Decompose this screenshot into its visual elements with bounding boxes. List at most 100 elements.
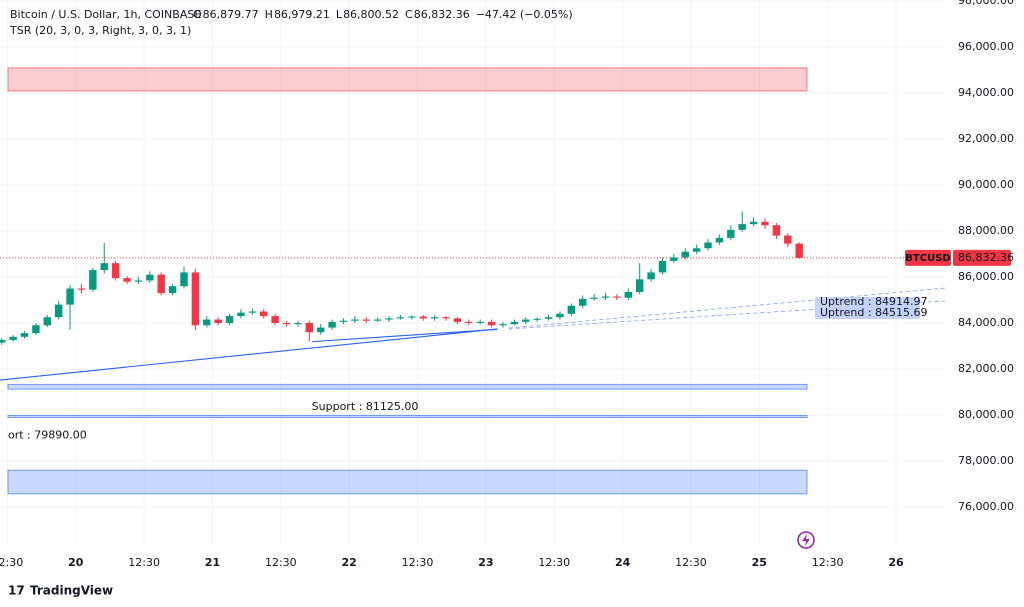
candle-body (111, 263, 120, 279)
candle-body (556, 313, 564, 318)
x-tick-label: 12:30 (538, 556, 570, 569)
candle-body (624, 291, 632, 298)
candle-body (89, 270, 97, 290)
candle-body (601, 296, 610, 298)
x-tick-label: 20 (68, 556, 84, 569)
trendline (508, 287, 946, 329)
candle-body (134, 280, 143, 282)
indicator-label: TSR (20, 3, 0, 3, Right, 3, 0, 3, 1) (9, 24, 191, 37)
candle-body (77, 288, 86, 290)
x-tick-label: 12:30 (812, 556, 844, 569)
candle-body (328, 321, 336, 328)
uptrend-label: Uptrend : 84515.69 (820, 306, 928, 319)
y-tick-label: 94,000.00 (958, 86, 1014, 99)
candle-body (419, 316, 427, 319)
zone (7, 469, 808, 495)
candle-body (670, 257, 678, 261)
candle-body (362, 319, 370, 321)
change-value: −47.42 (−0.05%) (476, 8, 573, 21)
trendline (312, 328, 498, 343)
lightning-icon[interactable] (797, 531, 815, 549)
chart-title: Bitcoin / U.S. Dollar, 1h, COINBASE (10, 8, 201, 21)
candle-body (522, 319, 530, 322)
candle-body (544, 317, 553, 319)
candle-body (373, 319, 382, 321)
candle-body (465, 321, 473, 323)
symbol-label: BTCUSD (905, 253, 950, 264)
candle-body (772, 225, 781, 236)
ohlc-key: O (193, 8, 202, 21)
ohlc-value: 86,832.36 (414, 8, 470, 21)
x-tick-label: 12:30 (402, 556, 434, 569)
candle-body (385, 318, 393, 320)
candle-body (123, 278, 131, 282)
candle-body (168, 286, 177, 294)
candle-body (66, 288, 74, 305)
zone (7, 67, 808, 92)
uptrend-label: Uptrend : 84914.97 (820, 295, 928, 308)
candle-body (294, 322, 302, 325)
uptrend-box (815, 297, 920, 319)
icon-ring[interactable] (797, 531, 815, 549)
candle-body (271, 316, 279, 323)
candle-body (715, 237, 724, 243)
x-tick-label: 22 (342, 556, 357, 569)
x-tick-label: 12:30 (0, 556, 23, 569)
x-tick-label: 23 (478, 556, 493, 569)
candle-body (20, 333, 29, 337)
candle-body (738, 224, 746, 230)
y-tick-label: 90,000.00 (958, 178, 1014, 191)
x-tick-label: 12:30 (265, 556, 297, 569)
candle-body (9, 336, 17, 341)
candle-body (237, 312, 245, 317)
candle-body (191, 272, 200, 326)
x-tick-label: 12:30 (675, 556, 707, 569)
y-tick-label: 96,000.00 (958, 40, 1014, 53)
candle-body (704, 242, 712, 249)
candle-body (248, 311, 257, 313)
candle-body (476, 321, 484, 323)
trendline (0, 328, 498, 381)
candle-body (784, 235, 792, 244)
candle-body (613, 296, 621, 298)
candle-body (533, 318, 541, 320)
x-tick-label: 12:30 (128, 556, 160, 569)
ohlc-key: H (265, 8, 273, 21)
zone (7, 383, 808, 390)
candle-body (510, 321, 519, 325)
candle-body (635, 279, 644, 292)
x-tick-label: 21 (205, 556, 220, 569)
candle-body (54, 304, 63, 318)
candle-body (180, 272, 188, 287)
brand: 𝟭𝟳 TradingView (8, 584, 113, 598)
candle-body (681, 251, 689, 258)
y-tick-label: 84,000.00 (958, 316, 1014, 329)
logo-mark: 𝟭𝟳 (8, 584, 25, 598)
candle-body (32, 325, 40, 334)
candle-body (203, 319, 211, 326)
candle-body (579, 298, 587, 306)
y-tick-label: 92,000.00 (958, 132, 1014, 145)
y-tick-label: 86,000.00 (958, 270, 1014, 283)
candle-body (499, 324, 507, 326)
candle-body (749, 221, 758, 225)
candle-body (260, 311, 268, 317)
candle-body (408, 316, 416, 318)
candle-body (590, 297, 598, 299)
x-tick-label: 26 (888, 556, 904, 569)
x-tick-label: 24 (615, 556, 631, 569)
labels: Bitcoin / U.S. Dollar, 1h, COINBASE TSR … (0, 0, 1014, 569)
symbol-tag (905, 249, 951, 266)
candle-body (727, 229, 735, 238)
icon-bolt[interactable] (802, 534, 810, 546)
candle-body (305, 322, 314, 333)
candle-body (316, 327, 325, 333)
candle-body (282, 322, 291, 325)
candle-body (157, 274, 165, 294)
support-label: ort : 79890.00 (8, 429, 87, 442)
y-tick-label: 98,000.00 (958, 0, 1014, 7)
candle-body (795, 243, 803, 258)
candle-body (658, 260, 667, 273)
